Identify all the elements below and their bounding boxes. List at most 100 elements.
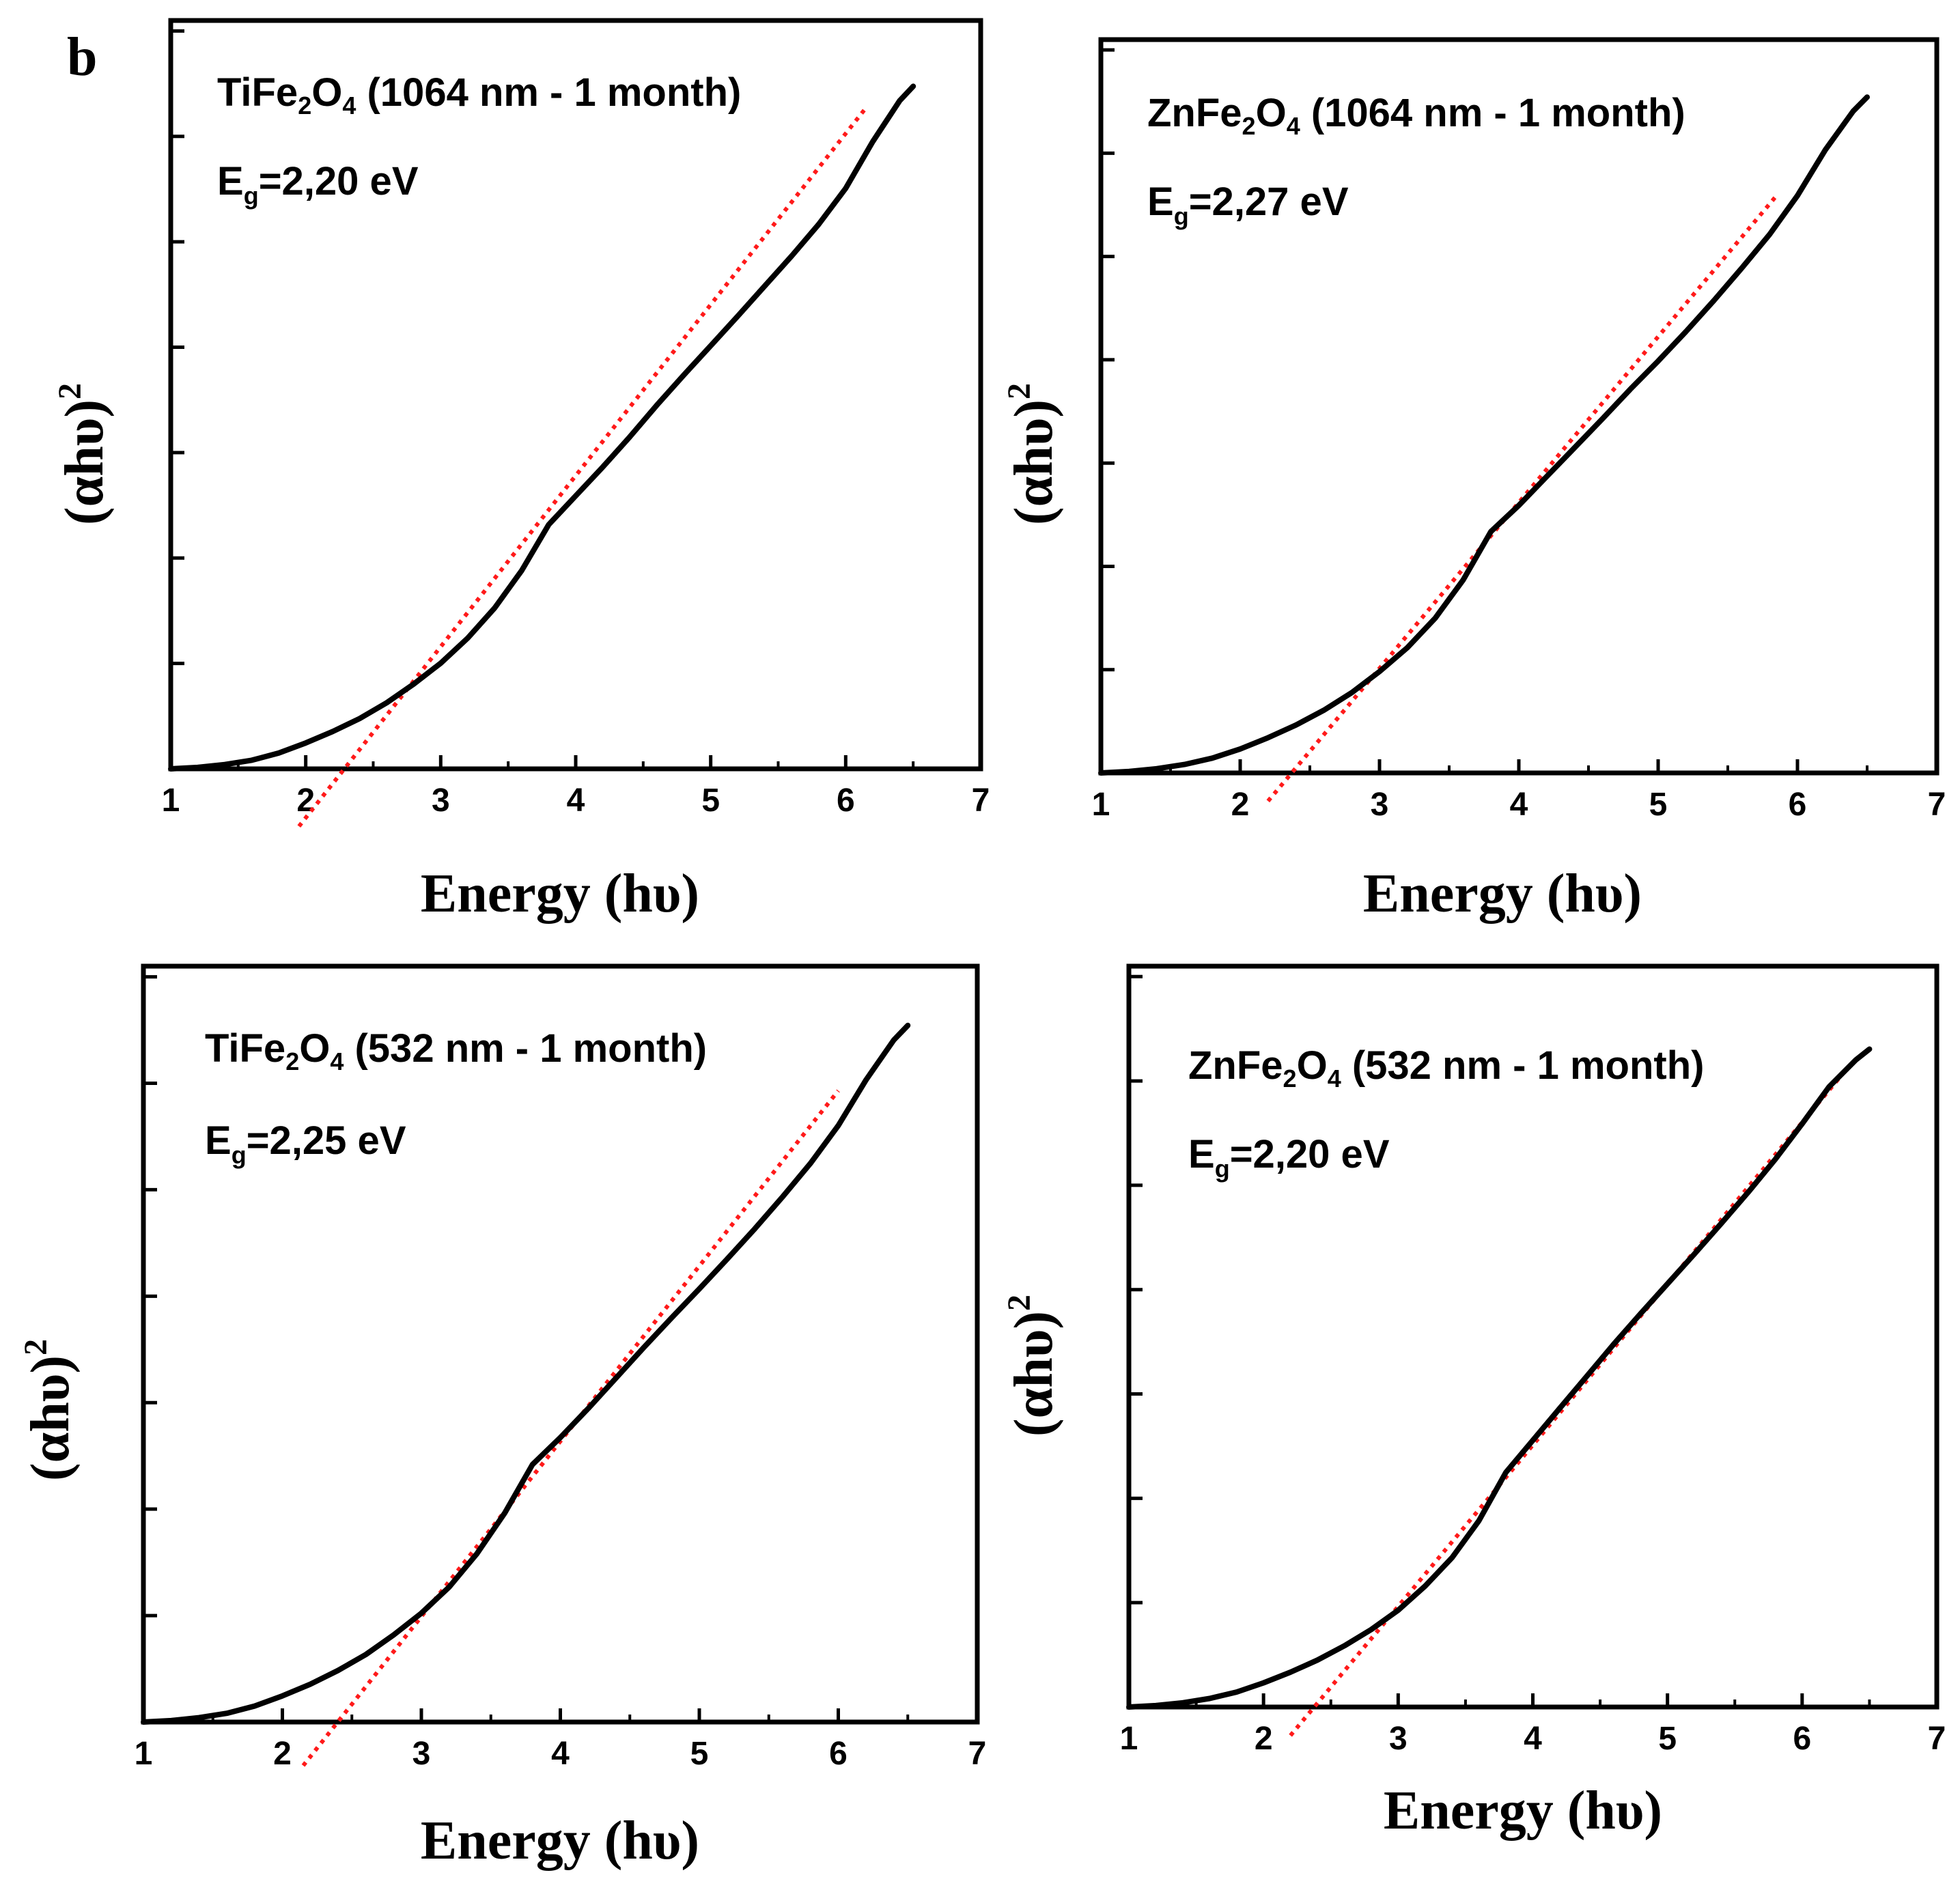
- x-tick-label: 2: [296, 782, 315, 819]
- bandgap-annotation: Eg=2,25 eV: [205, 1118, 406, 1169]
- x-tick-label: 6: [1793, 1721, 1811, 1757]
- y-label-superscript: 2: [52, 383, 88, 399]
- subscript-1: 2: [285, 1047, 299, 1075]
- y-label-text: (αhυ): [1004, 1311, 1064, 1437]
- compound-text: TiFe: [217, 70, 298, 115]
- x-tick-label: 6: [1789, 787, 1807, 823]
- x-tick-label: 3: [412, 1736, 431, 1772]
- bandgap-value: =2,20 eV: [259, 159, 419, 203]
- x-tick-label: 5: [1658, 1721, 1677, 1757]
- compound-text: ZnFe: [1147, 91, 1242, 135]
- x-tick-label: 2: [1255, 1721, 1273, 1757]
- subscript-1: 2: [1242, 112, 1256, 140]
- y-axis-label: (αhυ)2: [18, 1339, 81, 1481]
- compound-text-2: O: [311, 70, 342, 115]
- bandgap-prefix: E: [217, 159, 244, 203]
- compound-text-2: O: [299, 1026, 330, 1071]
- bandgap-value: =2,20 eV: [1230, 1132, 1390, 1176]
- condition-text: (1064 nm - 1 month): [1300, 91, 1685, 135]
- x-tick-label: 5: [701, 782, 720, 819]
- plot-frame: [141, 963, 980, 1725]
- subscript-2: 4: [1287, 112, 1300, 140]
- chart-panel-znfe2o4-1064: 1 2 3 4 5 6 7 ZnFe2O4 (1064 nm - 1 month) Eg=2…: [1001, 37, 1946, 924]
- y-axis-label: (αhυ)2: [1001, 1295, 1064, 1437]
- subscript-2: 4: [330, 1047, 344, 1075]
- bandgap-sub: g: [1174, 202, 1189, 230]
- sample-annotation: ZnFe2O4 (1064 nm - 1 month): [1147, 91, 1685, 140]
- subscript-2: 4: [342, 91, 356, 119]
- x-axis-label: Energy (hυ): [1363, 864, 1642, 924]
- bandgap-annotation: Eg=2,20 eV: [1188, 1132, 1390, 1183]
- x-ticks: [1099, 759, 1939, 773]
- x-tick-label: 1: [135, 1736, 153, 1772]
- panel-label: b: [67, 27, 98, 87]
- y-label-text: (αhυ): [55, 399, 115, 525]
- y-axis-label: (αhυ)2: [1001, 383, 1064, 525]
- x-axis-label: Energy (hυ): [421, 864, 699, 924]
- plot-frame: [168, 18, 983, 772]
- condition-text: (1064 nm - 1 month): [356, 70, 741, 115]
- bandgap-sub: g: [244, 182, 259, 210]
- sample-annotation: TiFe2O4 (1064 nm - 1 month): [217, 70, 741, 119]
- x-tick-label: 3: [1371, 787, 1389, 823]
- absorption-curve: [141, 1022, 911, 1725]
- x-tick-labels: 1 2 3 4 5 6 7: [162, 782, 990, 819]
- y-label-text: (αhυ): [20, 1355, 81, 1481]
- y-axis-label: (αhυ)2: [52, 383, 115, 525]
- linear-fit-line: [297, 107, 868, 828]
- plot-frame: [1098, 37, 1940, 776]
- condition-text: (532 nm - 1 month): [1341, 1043, 1705, 1088]
- y-label-superscript: 2: [1001, 383, 1037, 399]
- x-tick-label: 3: [432, 782, 450, 819]
- bandgap-prefix: E: [1188, 1132, 1215, 1176]
- y-label-superscript: 2: [18, 1339, 54, 1355]
- x-ticks: [169, 755, 983, 769]
- x-tick-label: 4: [567, 782, 585, 819]
- y-ticks: [171, 29, 184, 666]
- compound-text-2: O: [1297, 1043, 1328, 1088]
- x-tick-label: 7: [968, 1736, 987, 1772]
- y-label-superscript: 2: [1001, 1295, 1037, 1311]
- y-ticks: [1129, 974, 1143, 1605]
- x-tick-label: 6: [829, 1736, 848, 1772]
- x-tick-labels: 1 2 3 4 5 6 7: [1092, 787, 1946, 823]
- absorption-curve: [1126, 1046, 1873, 1710]
- x-axis-label: Energy (hυ): [421, 1811, 699, 1871]
- bandgap-value: =2,25 eV: [247, 1118, 406, 1163]
- x-tick-label: 7: [972, 782, 990, 819]
- bandgap-annotation: Eg=2,27 eV: [1147, 180, 1349, 230]
- subscript-2: 4: [1328, 1064, 1341, 1092]
- x-tick-label: 5: [1649, 787, 1668, 823]
- x-axis-label: Energy (hυ): [1384, 1781, 1662, 1841]
- bandgap-prefix: E: [1147, 180, 1174, 224]
- compound-text: ZnFe: [1188, 1043, 1283, 1088]
- bandgap-sub: g: [232, 1141, 247, 1169]
- subscript-1: 2: [1283, 1064, 1297, 1092]
- sample-annotation: TiFe2O4 (532 nm - 1 month): [205, 1026, 707, 1075]
- subscript-1: 2: [298, 91, 311, 119]
- x-tick-label: 1: [1120, 1721, 1138, 1757]
- x-tick-label: 2: [273, 1736, 292, 1772]
- x-tick-labels: 1 2 3 4 5 6 7: [135, 1736, 987, 1772]
- x-tick-label: 2: [1231, 787, 1250, 823]
- x-tick-label: 5: [690, 1736, 709, 1772]
- absorption-curve: [1098, 94, 1870, 776]
- x-tick-label: 1: [1092, 787, 1110, 823]
- y-label-text: (αhυ): [1004, 399, 1064, 525]
- bandgap-prefix: E: [205, 1118, 232, 1163]
- chart-panel-tife2o4-532: 1 2 3 4 5 6 7 TiFe2O4 (532 nm - 1 month) Eg=2,…: [18, 963, 987, 1871]
- x-tick-label: 1: [162, 782, 180, 819]
- y-ticks: [143, 975, 157, 1618]
- bandgap-sub: g: [1215, 1155, 1230, 1183]
- condition-text: (532 nm - 1 month): [344, 1026, 707, 1071]
- y-ticks: [1101, 48, 1115, 672]
- bandgap-annotation: Eg=2,20 eV: [217, 159, 419, 210]
- x-tick-label: 4: [551, 1736, 570, 1772]
- x-tick-label: 7: [1928, 1721, 1946, 1757]
- absorption-curve: [168, 83, 916, 772]
- sample-annotation: ZnFe2O4 (532 nm - 1 month): [1188, 1043, 1704, 1092]
- x-tick-label: 7: [1928, 787, 1946, 823]
